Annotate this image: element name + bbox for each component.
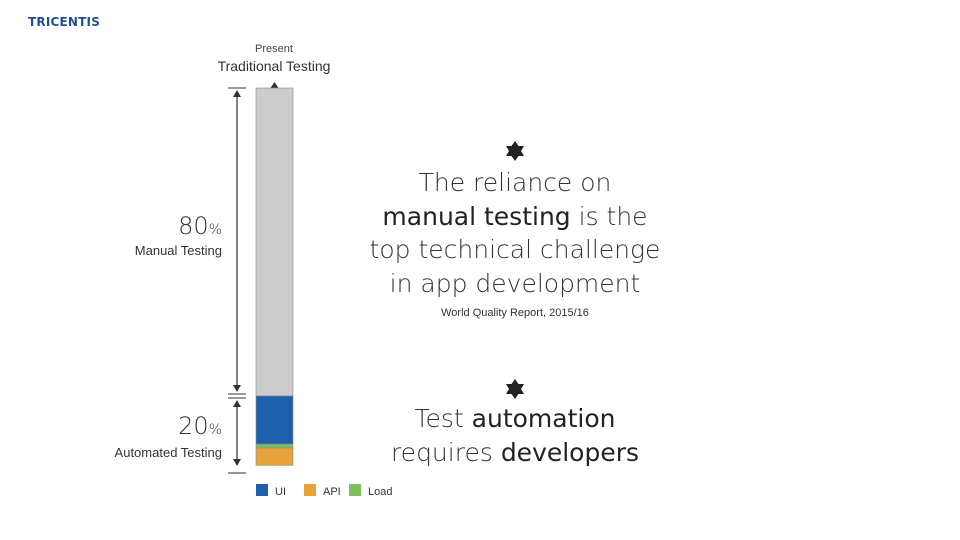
- legend-item-ui: UI: [256, 484, 286, 498]
- legend-item-api: API: [304, 484, 341, 498]
- bar-segment-manual-testing: [255, 87, 294, 397]
- chart-title: Traditional Testing: [217, 58, 331, 74]
- legend-swatch: [349, 484, 361, 496]
- callout-manual-testing: The reliance on manual testing is the to…: [369, 168, 661, 298]
- six-point-star-icon: [506, 141, 524, 161]
- bar-segment-api: [255, 447, 294, 466]
- automated-percentage: 20%: [178, 412, 222, 440]
- source-citation: World Quality Report, 2015/16: [441, 307, 589, 319]
- legend-label: API: [323, 486, 341, 498]
- chart-subtitle: Present: [255, 43, 293, 55]
- manual-dimension-arrow: [233, 90, 241, 392]
- manual-testing-label: Manual Testing: [134, 243, 222, 258]
- legend-swatch: [256, 484, 268, 496]
- dimension-arrows: [228, 87, 246, 474]
- tricentis-logo: TRICENTIS: [28, 15, 101, 29]
- legend: UI API Load: [256, 484, 392, 498]
- legend-label: UI: [275, 486, 286, 498]
- legend-swatch: [304, 484, 316, 496]
- bar-segment-load: [255, 443, 294, 449]
- bar-top-marker: [270, 82, 279, 88]
- bar-group: [255, 82, 294, 466]
- manual-percentage: 80%: [178, 212, 222, 240]
- six-point-star-icon: [506, 379, 524, 399]
- legend-item-load: Load: [349, 484, 392, 498]
- bar-segment-ui: [255, 395, 294, 445]
- callout-test-automation: Test automation requires developers: [390, 404, 640, 467]
- automated-testing-label: Automated Testing: [114, 445, 222, 460]
- automated-dimension-arrow: [233, 400, 241, 466]
- legend-label: Load: [368, 486, 392, 498]
